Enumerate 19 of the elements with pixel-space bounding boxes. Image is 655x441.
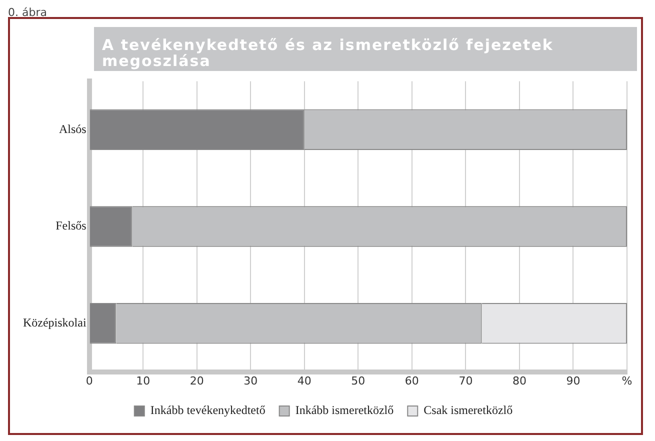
x-tick-label: 50	[351, 374, 366, 388]
x-tick-label: 90	[566, 374, 580, 388]
x-tick-label: 60	[404, 374, 419, 388]
x-tick-label: %	[622, 374, 632, 388]
legend-label: Csak ismeretközlő	[424, 403, 513, 418]
y-tick-label: Középiskolai	[22, 316, 87, 330]
x-tick-label: 70	[458, 374, 473, 388]
x-tick-label: 10	[136, 374, 150, 388]
x-tick-label: 20	[190, 374, 204, 388]
x-tick-label: 40	[297, 374, 312, 388]
chart-title: A tevékenykedtető és az ismeretközlő fejezetek megoszlása	[102, 36, 554, 70]
text: 0. ábra	[8, 6, 48, 19]
x-tick-label: 80	[512, 374, 526, 388]
legend-label: Inkább tevékenykedtető	[150, 403, 266, 418]
x-tick-label: 0	[86, 374, 93, 388]
y-tick-label: Felsős	[56, 218, 87, 233]
y-tick-label: Alsós	[58, 122, 87, 136]
legend-label: Inkább ismeretközlő	[295, 403, 394, 418]
x-tick-label: 30	[244, 374, 258, 388]
